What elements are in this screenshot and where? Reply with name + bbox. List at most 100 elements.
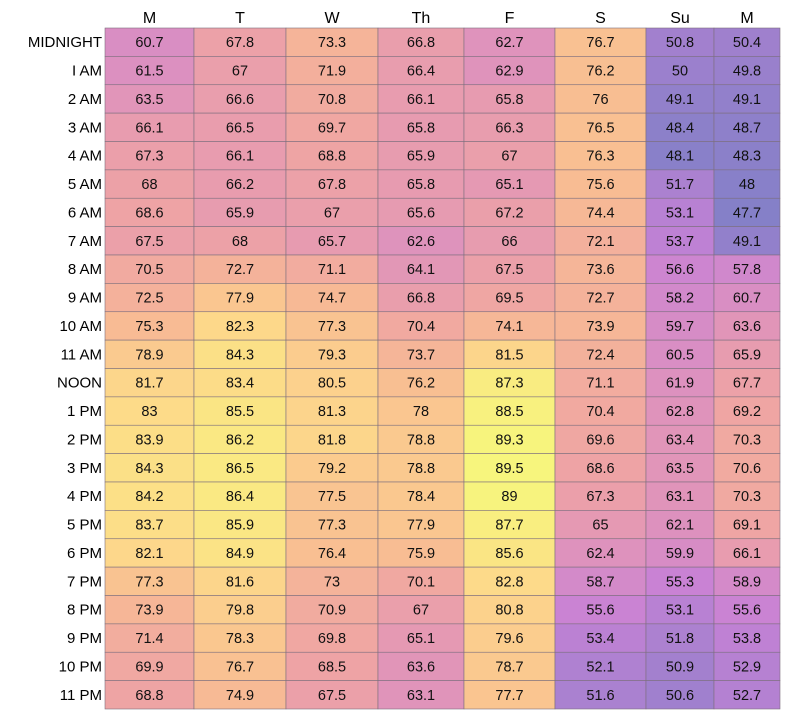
value-label: 81.3: [318, 404, 346, 420]
heatmap-cell: [285, 141, 379, 171]
heatmap-cell: [193, 538, 287, 568]
heatmap-cell: [645, 623, 715, 653]
heatmap-cell: [285, 680, 379, 710]
value-label: 55.6: [586, 603, 614, 619]
heatmap-cell: [104, 424, 195, 454]
heatmap-cell: [713, 141, 781, 171]
value-label: 65.9: [733, 347, 761, 363]
value-label: 73.9: [586, 319, 614, 335]
heatmap-cell: [104, 84, 195, 114]
heatmap-cell: [713, 339, 781, 369]
value-label: 69.1: [733, 518, 761, 534]
heatmap-cell: [645, 112, 715, 142]
heatmap-cell: [463, 169, 556, 199]
value-label: 50.8: [666, 35, 694, 51]
row-label: 3 PM: [67, 460, 102, 477]
heatmap-cell: [713, 396, 781, 426]
value-label: 76: [592, 92, 608, 108]
value-label: 58.9: [733, 574, 761, 590]
value-label: 81.8: [318, 432, 346, 448]
heatmap-cell: [193, 311, 287, 341]
value-label: 69.9: [135, 659, 163, 675]
heatmap-cell: [193, 510, 287, 540]
heatmap-cell: [645, 510, 715, 540]
heatmap-cell: [104, 595, 195, 625]
heatmap-cell: [463, 623, 556, 653]
value-label: 67: [324, 205, 340, 221]
heatmap-cell: [713, 538, 781, 568]
value-label: 73.6: [586, 262, 614, 278]
value-label: 69.5: [495, 291, 523, 307]
value-label: 58.7: [586, 574, 614, 590]
row-labels: MIDNIGHT I AM 2 AM 3 AM 4 AM 5 AM 6 AM 7 AM 8 AM…: [28, 34, 102, 704]
value-label: 51.7: [666, 177, 694, 193]
value-label: 76.4: [318, 546, 346, 562]
value-label: 48.3: [733, 149, 761, 165]
heatmap-cell: [645, 141, 715, 171]
value-label: 52.7: [733, 688, 761, 704]
heatmap-cell: [104, 368, 195, 398]
value-label: 62.6: [407, 234, 435, 250]
heatmap-cell: [713, 424, 781, 454]
row-label: 4 PM: [67, 488, 102, 505]
value-label: 68: [232, 234, 248, 250]
value-label: 75.3: [135, 319, 163, 335]
heatmap-cell: [285, 595, 379, 625]
value-label: 62.4: [586, 546, 614, 562]
value-label: 59.9: [666, 546, 694, 562]
value-label: 76.5: [586, 120, 614, 136]
heatmap-cell: [463, 651, 556, 681]
value-label: 70.9: [318, 603, 346, 619]
value-label: 50.4: [733, 35, 761, 51]
value-label: 67.8: [226, 35, 254, 51]
value-label: 77.5: [318, 489, 346, 505]
value-label: 49.1: [666, 92, 694, 108]
value-label: 67.7: [733, 376, 761, 392]
heatmap-cell: [554, 510, 647, 540]
value-label: 72.4: [586, 347, 614, 363]
value-label: 58.2: [666, 291, 694, 307]
value-label: 83.9: [135, 432, 163, 448]
value-label: 88.5: [495, 404, 523, 420]
value-label: 81.6: [226, 574, 254, 590]
heatmap-cell: [554, 453, 647, 483]
value-label: 65.8: [407, 120, 435, 136]
value-label: 77.7: [495, 688, 523, 704]
value-label: 77.3: [135, 574, 163, 590]
heatmap-cell: [104, 396, 195, 426]
heatmap-cell: [377, 680, 465, 710]
heatmap-cell: [554, 197, 647, 227]
heatmap-cell: [645, 651, 715, 681]
value-label: 71.1: [586, 376, 614, 392]
heatmap-cell: [377, 27, 465, 57]
heatmap-cell: [713, 368, 781, 398]
heatmap-cell: [104, 538, 195, 568]
value-label: 50.9: [666, 659, 694, 675]
value-label: 65.8: [495, 92, 523, 108]
value-label: 74.1: [495, 319, 523, 335]
row-label: 10 AM: [59, 318, 102, 335]
value-label: 70.3: [733, 432, 761, 448]
value-label: 66: [501, 234, 517, 250]
value-label: 85.6: [495, 546, 523, 562]
value-label: 67: [501, 149, 517, 165]
value-label: 59.7: [666, 319, 694, 335]
heatmap-cell: [285, 339, 379, 369]
value-label: 66.5: [226, 120, 254, 136]
heatmap-cell: [285, 651, 379, 681]
heatmap-cell: [193, 680, 287, 710]
heatmap-cell: [285, 510, 379, 540]
value-label: 49.1: [733, 92, 761, 108]
row-label: 10 PM: [59, 658, 102, 675]
value-label: 68.8: [135, 688, 163, 704]
heatmap-cell: [645, 538, 715, 568]
value-label: 71.9: [318, 64, 346, 80]
heatmap-cell: [377, 141, 465, 171]
value-label: 63.5: [135, 92, 163, 108]
value-label: 55.6: [733, 603, 761, 619]
value-label: 63.1: [666, 489, 694, 505]
value-label: 81.7: [135, 376, 163, 392]
value-label: 65.9: [407, 149, 435, 165]
heatmap-cell: [104, 481, 195, 511]
